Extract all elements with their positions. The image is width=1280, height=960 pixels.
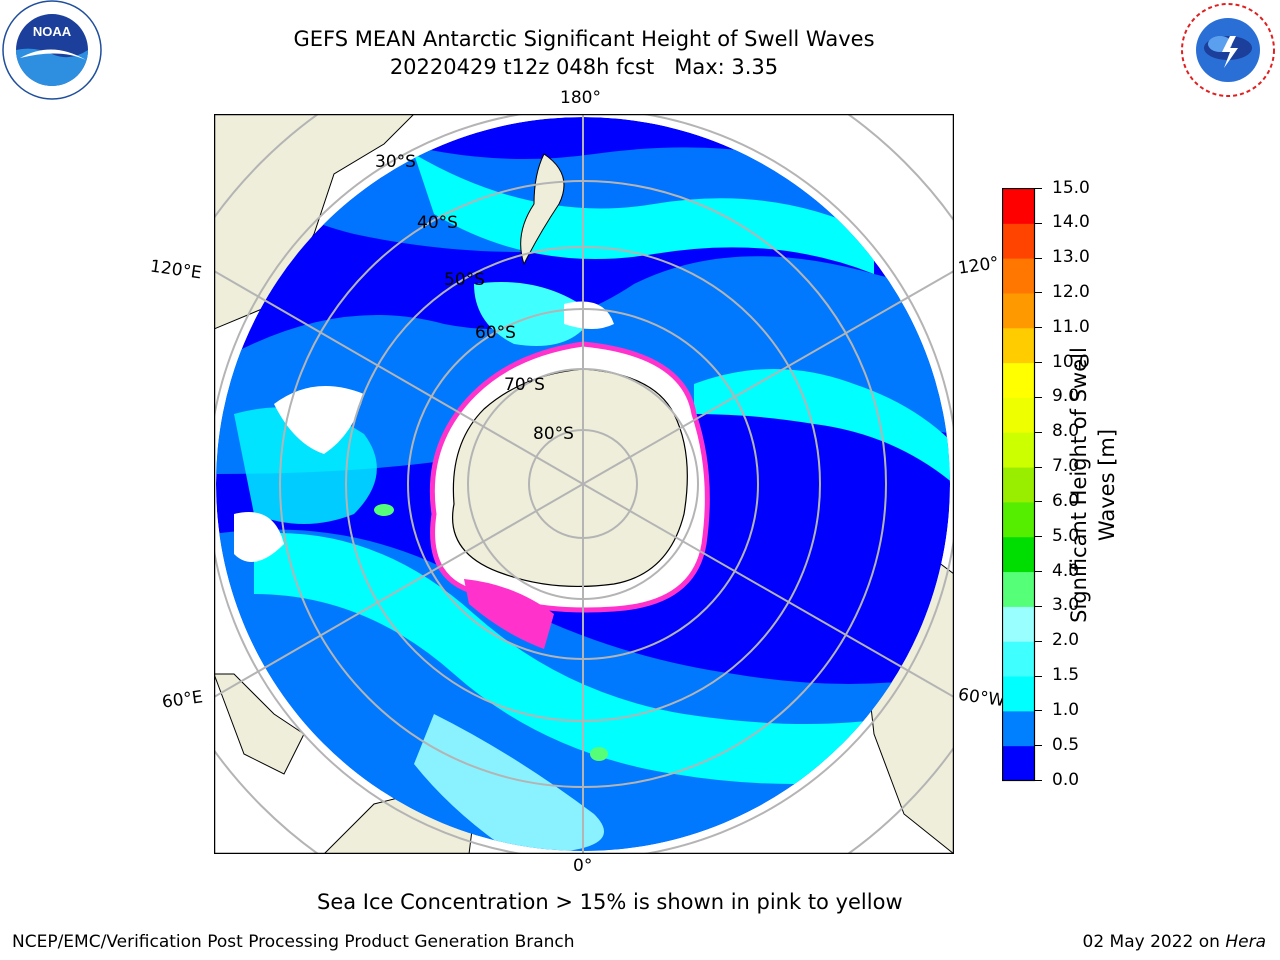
noaa-logo: NOAA (2, 0, 102, 100)
colorbar-cell (1002, 710, 1035, 747)
footer-host: Hera (1225, 932, 1266, 952)
colorbar-tick-label: 1.0 (1052, 699, 1080, 720)
colorbar-cell (1002, 606, 1035, 642)
chart-title-line2: 20220429 t12z 048h fcst Max: 3.35 (389, 55, 779, 79)
footer-date: 02 May 2022 on Hera (1083, 932, 1267, 952)
colorbar-tick-mark (1035, 605, 1042, 607)
lat-label-70s: 70°S (504, 375, 545, 395)
colorbar-tick-mark (1035, 362, 1042, 364)
lon-label-60e: 60°E (160, 687, 205, 713)
colorbar-cell (1002, 292, 1035, 329)
footer-credit: NCEP/EMC/Verification Post Processing Pr… (12, 932, 575, 952)
chart-title-line1: GEFS MEAN Antarctic Significant Height o… (293, 27, 875, 51)
colorbar-tick-label: 13.0 (1052, 247, 1090, 268)
graticule (214, 114, 954, 854)
lat-label-50s: 50°S (444, 270, 485, 290)
lon-label-180: 180° (560, 88, 601, 108)
colorbar-cell (1002, 188, 1035, 224)
colorbar-tick-mark (1035, 536, 1042, 538)
colorbar-tick-label: 3.0 (1052, 595, 1080, 616)
colorbar-cell (1002, 571, 1035, 607)
colorbar-tick-label: 7.0 (1052, 456, 1080, 477)
colorbar-cell (1002, 223, 1035, 259)
lon-label-120w: 120° (956, 253, 1001, 279)
colorbar-tick-mark (1035, 640, 1042, 642)
colorbar-tick-mark (1035, 571, 1042, 573)
colorbar-tick-mark (1035, 780, 1042, 781)
colorbar-tick-label: 0.0 (1052, 769, 1080, 790)
colorbar-tick-label: 12.0 (1052, 281, 1090, 302)
lat-label-80s: 80°S (533, 424, 574, 444)
colorbar-label-line2: Waves [m] (1095, 428, 1119, 542)
colorbar-cell (1002, 501, 1035, 538)
noaa-logo-text: NOAA (33, 24, 72, 39)
colorbar-tick-label: 8.0 (1052, 421, 1080, 442)
colorbar-tick-mark (1035, 466, 1042, 468)
sea-ice-caption: Sea Ice Concentration > 15% is shown in … (317, 890, 903, 914)
colorbar-tick-label: 2.0 (1052, 630, 1080, 651)
polar-map (214, 114, 954, 854)
colorbar-tick-mark (1035, 292, 1042, 294)
lon-label-0: 0° (573, 856, 593, 876)
colorbar-tick-label: 10.0 (1052, 351, 1090, 372)
colorbar-tick-mark (1035, 431, 1042, 433)
colorbar-tick-label: 14.0 (1052, 212, 1090, 233)
colorbar-tick-label: 5.0 (1052, 525, 1080, 546)
lat-label-30s: 30°S (375, 152, 416, 172)
colorbar-cell (1002, 745, 1035, 781)
lat-label-40s: 40°S (417, 213, 458, 233)
lon-label-60w: 60°W (956, 684, 1007, 712)
antarctica-land (452, 368, 688, 588)
colorbar-cell (1002, 641, 1035, 677)
colorbar-tick-mark (1035, 257, 1042, 259)
colorbar-tick-label: 6.0 (1052, 490, 1080, 511)
colorbar-label: Significant Height of Swell Waves [m] (1065, 295, 1125, 675)
colorbar-label-line1: Significant Height of Swell (1067, 347, 1091, 623)
colorbar-tick-label: 15.0 (1052, 177, 1090, 198)
colorbar (1002, 188, 1036, 782)
map-frame (214, 114, 954, 854)
colorbar-tick-mark (1035, 396, 1042, 398)
colorbar-cell (1002, 327, 1035, 364)
colorbar-tick-label: 4.0 (1052, 560, 1080, 581)
colorbar-tick-mark (1035, 327, 1042, 329)
ross-sea-ice (464, 579, 554, 649)
colorbar-cell (1002, 258, 1035, 294)
colorbar-tick-mark (1035, 745, 1042, 747)
colorbar-cell (1002, 467, 1035, 503)
colorbar-cell (1002, 397, 1035, 433)
lat-label-60s: 60°S (475, 323, 516, 343)
colorbar-tick-mark (1035, 710, 1042, 712)
colorbar-cell (1002, 676, 1035, 712)
nws-logo (1180, 2, 1276, 98)
lon-label-120e: 120°E (148, 256, 203, 284)
colorbar-tick-mark (1035, 501, 1042, 503)
colorbar-cell (1002, 362, 1035, 398)
colorbar-tick-mark (1035, 222, 1042, 224)
colorbar-tick-mark (1035, 675, 1042, 677)
colorbar-tick-label: 9.0 (1052, 386, 1080, 407)
colorbar-tick-mark (1035, 188, 1042, 189)
colorbar-cell (1002, 536, 1035, 573)
footer-date-text: 02 May 2022 on (1082, 932, 1226, 952)
colorbar-tick-label: 1.5 (1052, 665, 1080, 686)
colorbar-tick-label: 0.5 (1052, 734, 1080, 755)
colorbar-cell (1002, 432, 1035, 468)
colorbar-tick-label: 11.0 (1052, 316, 1090, 337)
